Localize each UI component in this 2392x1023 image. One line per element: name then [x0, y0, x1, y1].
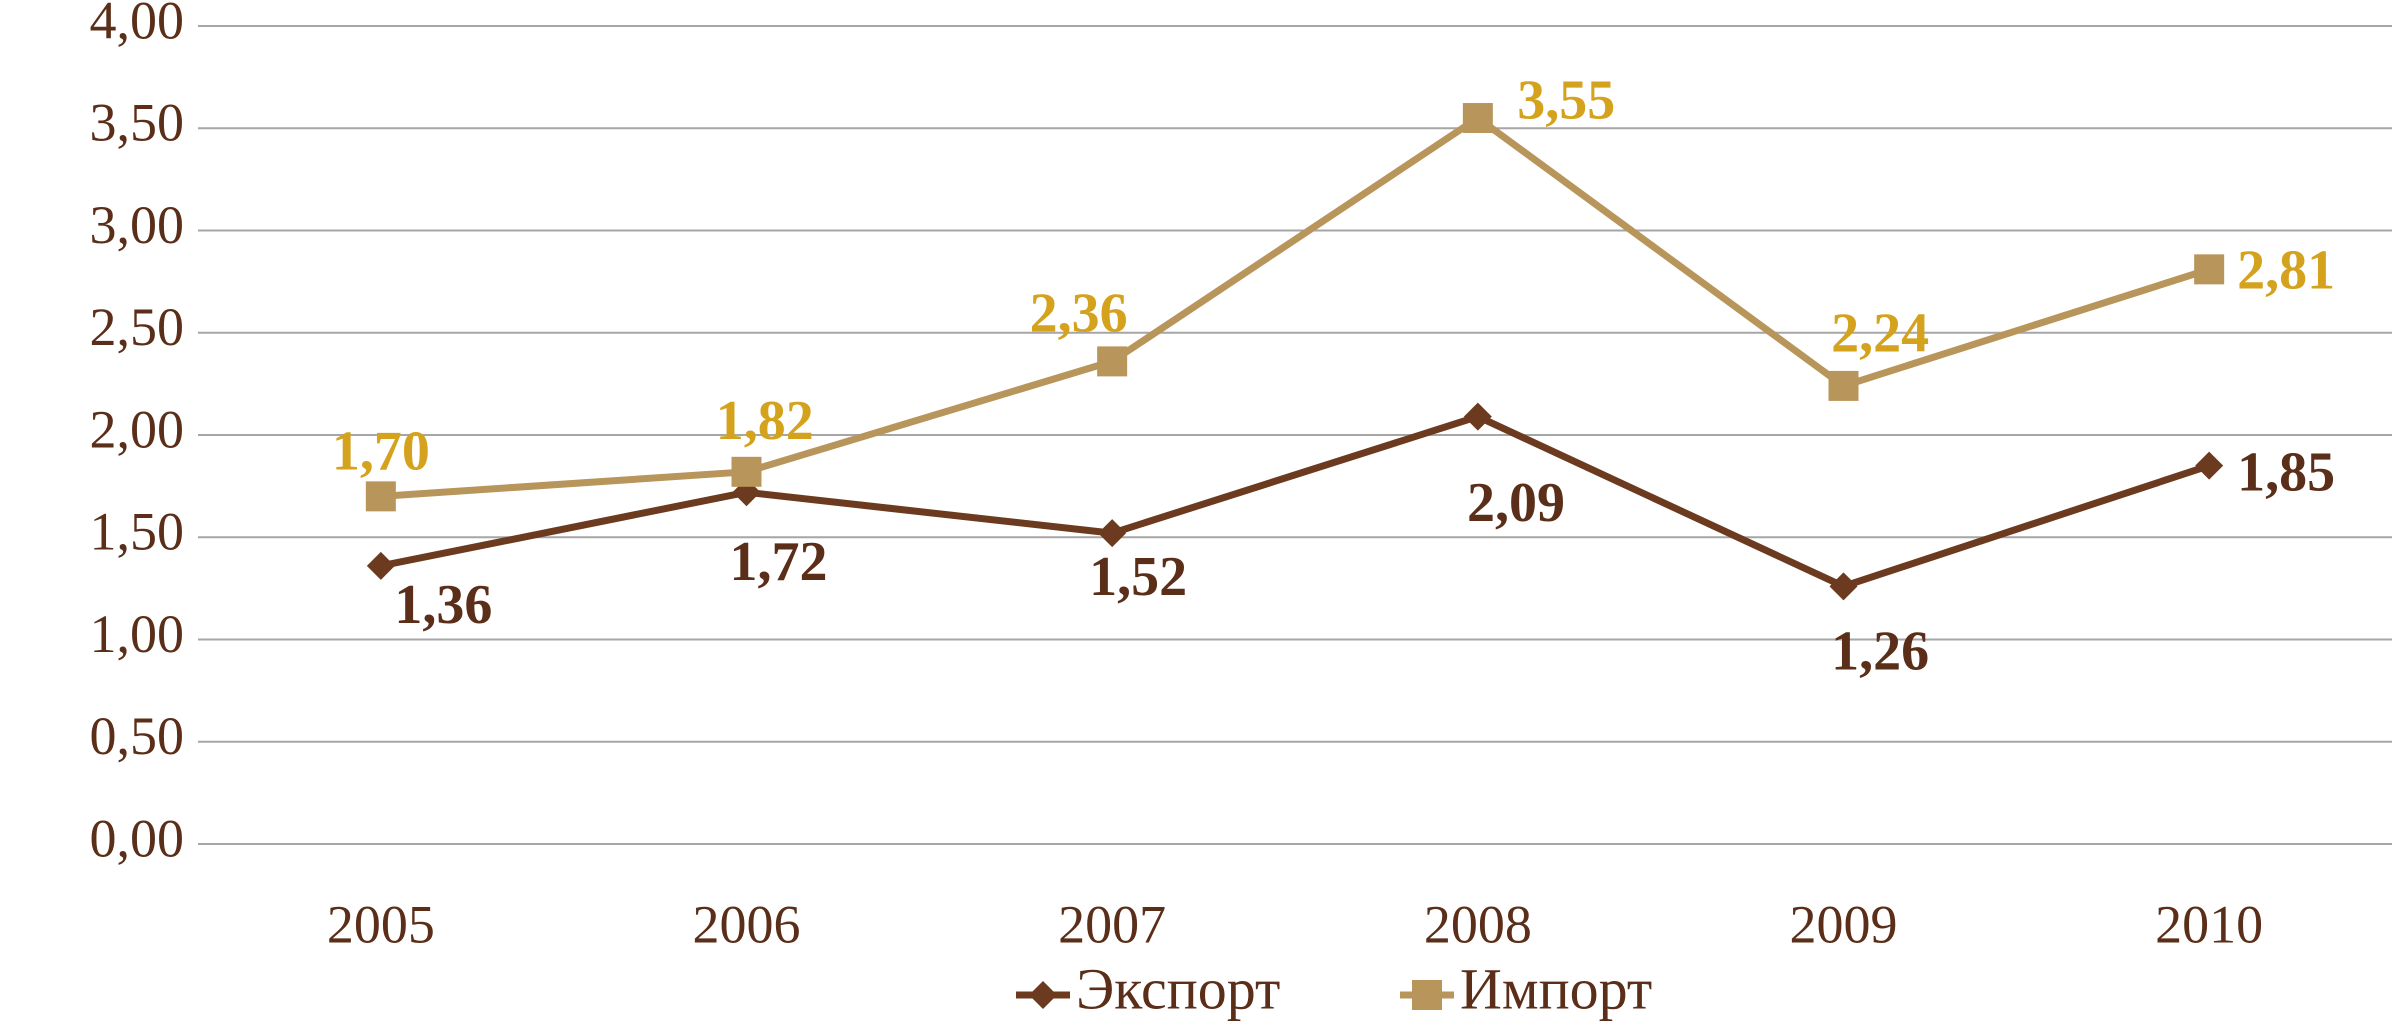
data-point	[1828, 370, 1859, 401]
value-label: 1,26	[1831, 620, 1929, 682]
legend-marker	[1029, 981, 1057, 1009]
legend-label: Экспорт	[1076, 956, 1280, 1021]
value-label: 2,24	[1831, 302, 1929, 364]
y-tick-label: 1,50	[90, 502, 185, 562]
value-label: 1,85	[2237, 442, 2335, 504]
value-label: 2,81	[2237, 239, 2335, 301]
y-tick-label: 4,00	[90, 0, 185, 50]
value-label: 2,09	[1467, 472, 1565, 534]
data-point	[2194, 254, 2225, 285]
x-tick-label: 2006	[693, 894, 801, 954]
series-line	[380, 114, 2211, 500]
y-tick-label: 3,50	[90, 93, 185, 153]
x-tick-label: 2007	[1058, 894, 1166, 954]
y-tick-label: 0,00	[90, 808, 185, 868]
value-label: 2,36	[1030, 283, 1128, 345]
legend-label: Импорт	[1460, 956, 1652, 1021]
value-label: 1,36	[394, 574, 492, 636]
series-line	[380, 413, 2211, 590]
value-label: 1,72	[730, 531, 828, 593]
value-label: 3,55	[1517, 70, 1615, 132]
value-label: 1,52	[1089, 546, 1187, 608]
data-point	[1829, 572, 1858, 601]
data-point	[1097, 346, 1128, 377]
y-tick-label: 2,50	[90, 297, 185, 357]
data-point	[2195, 451, 2224, 480]
data-point	[731, 456, 762, 487]
data-point	[366, 551, 395, 580]
legend-marker	[1412, 980, 1442, 1010]
x-tick-label: 2009	[1790, 894, 1898, 954]
y-tick-label: 1,00	[90, 604, 185, 664]
data-point	[1463, 402, 1492, 431]
y-tick-label: 0,50	[90, 706, 185, 766]
data-point	[365, 481, 396, 512]
x-tick-label: 2005	[327, 894, 435, 954]
value-label: 1,70	[332, 421, 430, 483]
data-point	[1462, 103, 1493, 134]
x-tick-label: 2008	[1424, 894, 1532, 954]
y-tick-label: 3,00	[90, 195, 185, 255]
value-label: 1,82	[716, 390, 814, 452]
x-tick-label: 2010	[2155, 894, 2263, 954]
y-tick-label: 2,00	[90, 399, 185, 459]
data-point	[1098, 519, 1127, 548]
